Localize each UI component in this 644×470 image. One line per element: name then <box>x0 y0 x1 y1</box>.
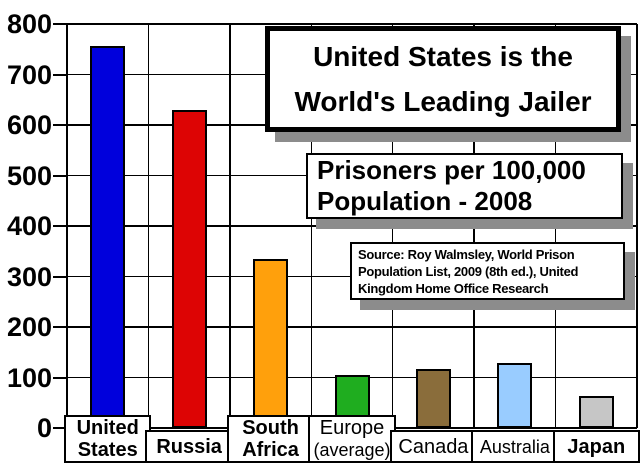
y-axis-label-200: 200 <box>6 312 52 342</box>
y-axis-label-600: 600 <box>6 110 52 140</box>
bar-australia <box>497 362 533 428</box>
x-label-line: Europe <box>319 417 385 439</box>
x-label-line: Russia <box>156 435 222 458</box>
y-axis-label-400: 400 <box>6 211 52 241</box>
chart-source-line-1: Source: Roy Walmsley, World Prison <box>358 246 575 262</box>
h-gridline-200 <box>67 326 637 328</box>
x-label-line: United <box>76 417 139 439</box>
v-gridline-1 <box>147 24 150 428</box>
x-label-box-south-africa: South Africa <box>226 415 315 463</box>
v-gridline-2 <box>229 24 231 428</box>
bar-russia <box>171 110 207 428</box>
y-tick-100 <box>53 376 67 379</box>
y-axis-label-0: 0 <box>36 413 52 443</box>
y-axis-line <box>66 24 68 428</box>
x-label-box-canada: Canada <box>389 430 478 463</box>
y-tick-800 <box>53 23 67 25</box>
chart-title-box: United States is the World's Leading Jai… <box>265 26 621 132</box>
bar-united-states <box>90 46 126 428</box>
x-label-line: States <box>77 439 138 461</box>
y-tick-600 <box>53 124 67 126</box>
h-gridline-800 <box>67 23 637 25</box>
h-gridline-400 <box>67 225 637 227</box>
chart-source-box: Source: Roy Walmsley, World Prison Popul… <box>350 242 625 300</box>
y-tick-500 <box>53 174 67 177</box>
x-label-line: South <box>242 417 299 439</box>
x-label-box-russia: Russia <box>145 430 233 463</box>
chart-source-line-2: Population List, 2009 (8th ed.), United <box>358 263 579 279</box>
chart-title-line-2: World's Leading Jailer <box>294 86 592 117</box>
y-axis-label-100: 100 <box>6 362 52 393</box>
x-label-line: Africa <box>242 439 299 461</box>
y-tick-200 <box>53 326 67 328</box>
v-gridline-7 <box>636 24 638 428</box>
y-tick-400 <box>53 225 67 227</box>
x-label-line: Australia <box>479 436 550 457</box>
y-axis-label-300: 300 <box>6 261 52 292</box>
v-gridline-6 <box>554 24 557 428</box>
bar-canada <box>415 369 451 428</box>
chart-subtitle-box: Prisoners per 100,000 Population - 2008 <box>306 153 623 219</box>
x-label-box-australia: Australia <box>471 430 559 463</box>
y-tick-0 <box>53 427 67 429</box>
x-label-box-united-states: United States <box>64 415 152 463</box>
v-gridline-5 <box>473 24 475 428</box>
chart-title-line-1: United States is the <box>313 41 573 72</box>
bar-japan <box>578 396 614 428</box>
x-label-line: Japan <box>567 435 626 458</box>
y-tick-700 <box>53 73 67 76</box>
chart-subtitle-line-1: Prisoners per 100,000 <box>317 155 586 185</box>
x-label-box-japan: Japan <box>552 430 640 463</box>
bar-south-africa <box>253 258 289 428</box>
y-axis-label-800: 800 <box>6 9 52 39</box>
v-gridline-4 <box>391 24 394 428</box>
y-axis-label-700: 700 <box>6 59 52 90</box>
y-axis-label-500: 500 <box>6 160 52 191</box>
x-label-line: Canada <box>398 435 469 458</box>
chart-subtitle-line-2: Population - 2008 <box>317 186 533 216</box>
chart-source-line-3: Kingdom Home Office Research <box>358 280 549 296</box>
x-label-line: (average) <box>313 440 391 460</box>
x-label-box-europe-average: Europe (average) <box>308 415 396 463</box>
y-tick-300 <box>53 275 67 278</box>
v-gridline-3 <box>310 24 313 428</box>
